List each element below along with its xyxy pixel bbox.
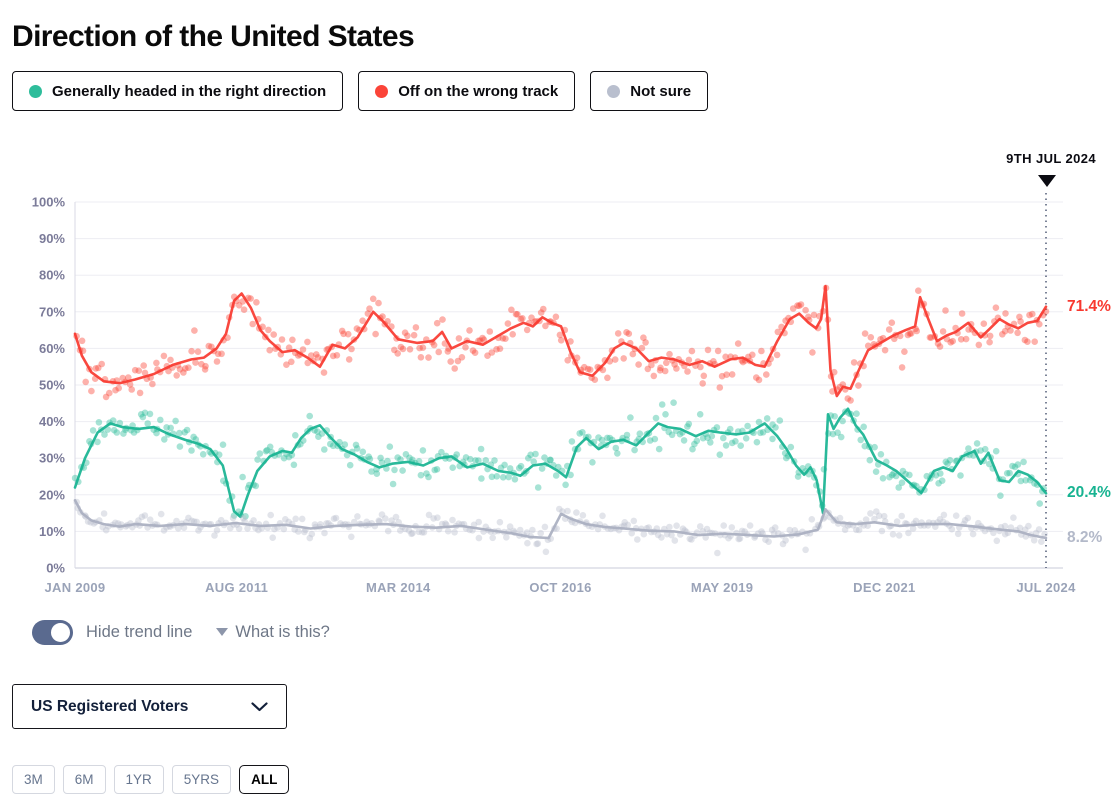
range-button-all[interactable]: ALL [239, 765, 290, 794]
time-range-buttons: 3M 6M 1YR 5YRS ALL [12, 765, 290, 794]
y-axis-tick-label: 10% [39, 524, 65, 539]
marker-date-label: 9TH JUL 2024 [1006, 151, 1096, 166]
population-select[interactable]: US Registered Voters [12, 684, 287, 729]
legend-label: Not sure [630, 82, 692, 100]
y-axis-tick-label: 70% [39, 304, 65, 319]
x-axis-tick-label: MAR 2014 [366, 580, 431, 595]
y-axis-tick-label: 50% [39, 378, 65, 393]
trend-line-not-sure [73, 498, 1048, 540]
x-axis-tick-label: AUG 2011 [205, 580, 268, 595]
legend-label: Generally headed in the right direction [52, 82, 327, 100]
what-is-this-link[interactable]: What is this? [235, 622, 330, 641]
x-axis-tick-label: MAY 2019 [691, 580, 753, 595]
end-label-wrong-track: 71.4% [1067, 297, 1111, 315]
trend-line-controls: Hide trend line What is this? [32, 618, 330, 646]
scatter-points-not-sure [73, 498, 1048, 557]
chevron-down-icon [251, 701, 268, 711]
y-axis-tick-label: 0% [46, 561, 65, 576]
trend-toggle-label: Hide trend line [86, 622, 193, 641]
x-axis-tick-label: JAN 2009 [45, 580, 106, 595]
y-axis-tick-label: 20% [39, 487, 65, 502]
legend-label: Off on the wrong track [398, 82, 559, 100]
trend-line-toggle[interactable] [32, 619, 73, 645]
y-axis-tick-label: 30% [39, 451, 65, 466]
trend-line-wrong-track [73, 284, 1048, 398]
end-label-not-sure: 8.2% [1067, 528, 1103, 546]
x-axis-tick-label: JUL 2024 [1016, 580, 1076, 595]
direction-chart: 0% 10% 20% 30% 40% 50% 60% 70% 80% 90% 100% JAN 200… [0, 145, 1113, 615]
legend-item-not-sure[interactable]: Not sure [590, 71, 709, 111]
legend-item-wrong-track[interactable]: Off on the wrong track [358, 71, 576, 111]
legend-item-right-direction[interactable]: Generally headed in the right direction [12, 71, 344, 111]
range-button-5yrs[interactable]: 5YRS [171, 765, 232, 794]
marker-triangle-icon [1038, 175, 1056, 187]
y-axis-tick-label: 60% [39, 341, 65, 356]
range-button-3m[interactable]: 3M [12, 765, 55, 794]
plot-area[interactable]: 0% 10% 20% 30% 40% 50% 60% 70% 80% 90% 100% JAN 200… [0, 145, 1113, 615]
x-axis-tick-label: DEC 2021 [853, 580, 915, 595]
caret-down-icon[interactable] [216, 628, 229, 636]
end-label-right-direction: 20.4% [1067, 484, 1111, 502]
chart-legend: Generally headed in the right direction … [12, 71, 709, 111]
population-select-value: US Registered Voters [31, 697, 189, 715]
page-title: Direction of the United States [12, 20, 415, 54]
y-axis-tick-label: 40% [39, 414, 65, 429]
wrong-track-dot-icon [375, 84, 389, 98]
not-sure-dot-icon [607, 84, 621, 98]
y-axis-tick-label: 90% [39, 231, 65, 246]
range-button-6m[interactable]: 6M [62, 765, 106, 794]
toggle-knob-icon [51, 622, 70, 642]
trend-line-right-direction [73, 407, 1048, 519]
range-button-1yr[interactable]: 1YR [113, 765, 164, 794]
y-axis-tick-label: 100% [32, 195, 66, 210]
x-axis-tick-label: OCT 2016 [529, 580, 591, 595]
y-axis-tick-label: 80% [39, 268, 65, 283]
right-direction-dot-icon [29, 84, 42, 98]
